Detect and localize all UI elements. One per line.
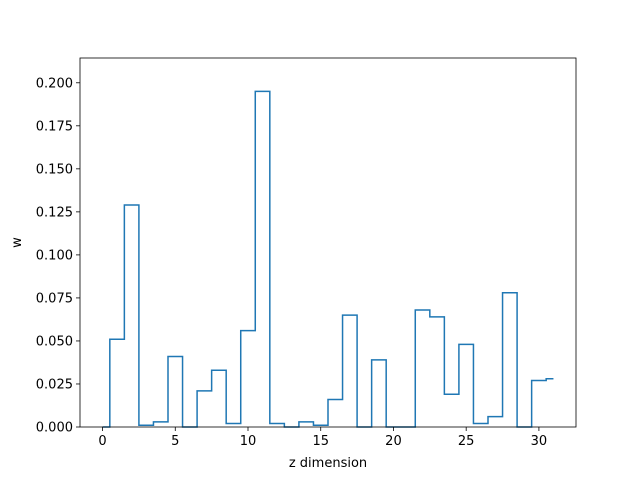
y-tick-label: 0.150 <box>36 162 73 177</box>
x-tick-label: 20 <box>385 434 402 449</box>
x-tick-label: 0 <box>98 434 106 449</box>
y-tick-label: 0.100 <box>36 248 73 263</box>
y-axis-label: w <box>10 237 25 248</box>
series-line <box>102 90 554 428</box>
x-axis-label: z dimension <box>289 456 367 471</box>
y-tick-label: 0.175 <box>36 119 73 134</box>
x-axis-ticks: 0 5 10 15 20 25 30 <box>98 427 547 449</box>
y-tick-label: 0.200 <box>36 76 73 91</box>
x-tick-label: 10 <box>240 434 257 449</box>
y-axis-ticks: 0.000 0.025 0.050 0.075 0.100 0.125 0.150 0.175… <box>36 76 80 436</box>
x-tick-label: 15 <box>312 434 329 449</box>
y-tick-label: 0.050 <box>36 334 73 349</box>
y-tick-label: 0.000 <box>36 421 73 436</box>
x-tick-label: 30 <box>531 434 548 449</box>
plot-area <box>102 90 554 428</box>
y-tick-label: 0.025 <box>36 377 73 392</box>
x-tick-label: 25 <box>458 434 475 449</box>
x-tick-label: 5 <box>171 434 179 449</box>
plot-frame <box>79 57 577 428</box>
y-tick-label: 0.125 <box>36 205 73 220</box>
y-tick-label: 0.075 <box>36 291 73 306</box>
